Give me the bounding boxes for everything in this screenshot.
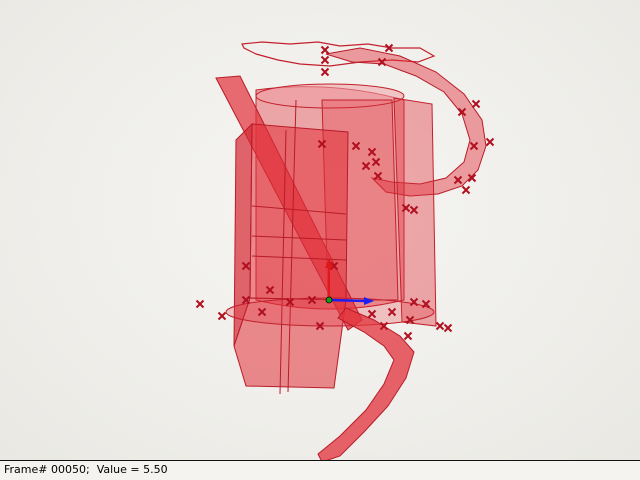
gizmo-x-axis[interactable] bbox=[328, 298, 367, 303]
control-point-marker[interactable] bbox=[307, 295, 317, 305]
control-point-marker[interactable] bbox=[384, 43, 394, 53]
control-point-marker[interactable] bbox=[241, 295, 251, 305]
control-point-marker[interactable] bbox=[285, 297, 295, 307]
control-point-marker[interactable] bbox=[405, 315, 415, 325]
control-point-marker[interactable] bbox=[317, 139, 327, 149]
rear-cylinder-top bbox=[255, 83, 405, 109]
vertical-edge bbox=[287, 99, 297, 393]
control-point-marker[interactable] bbox=[443, 323, 453, 333]
control-point-marker[interactable] bbox=[387, 307, 397, 317]
control-point-marker[interactable] bbox=[367, 147, 377, 157]
control-point-marker[interactable] bbox=[379, 321, 389, 331]
control-point-markers bbox=[195, 43, 495, 341]
frame-counter: Frame# 00050; bbox=[4, 463, 90, 476]
control-point-marker[interactable] bbox=[485, 137, 495, 147]
control-point-marker[interactable] bbox=[457, 107, 467, 117]
front-box-edge bbox=[251, 205, 347, 215]
transform-gizmo[interactable] bbox=[325, 258, 374, 305]
control-point-marker[interactable] bbox=[320, 67, 330, 77]
control-point-marker[interactable] bbox=[367, 309, 377, 319]
top-outline-curve bbox=[241, 41, 436, 67]
gizmo-x-arrow bbox=[364, 297, 374, 305]
control-point-marker[interactable] bbox=[469, 141, 479, 151]
lower-ribbon bbox=[317, 307, 415, 460]
control-point-marker[interactable] bbox=[329, 261, 339, 271]
control-point-marker[interactable] bbox=[435, 321, 445, 331]
back-ribbon-surface bbox=[325, 47, 487, 197]
control-point-marker[interactable] bbox=[315, 321, 325, 331]
control-point-marker[interactable] bbox=[471, 99, 481, 109]
control-point-marker[interactable] bbox=[241, 261, 251, 271]
control-point-marker[interactable] bbox=[351, 141, 361, 151]
control-point-marker[interactable] bbox=[195, 299, 205, 309]
control-point-marker[interactable] bbox=[257, 307, 267, 317]
gizmo-y-arrow bbox=[325, 258, 333, 268]
control-point-marker[interactable] bbox=[421, 299, 431, 309]
control-point-marker[interactable] bbox=[265, 285, 275, 295]
control-point-marker[interactable] bbox=[453, 175, 463, 185]
control-point-marker[interactable] bbox=[409, 205, 419, 215]
scene-canvas[interactable] bbox=[0, 0, 640, 460]
control-point-marker[interactable] bbox=[320, 45, 330, 55]
control-point-marker[interactable] bbox=[371, 157, 381, 167]
vertical-edge bbox=[279, 129, 287, 395]
control-point-marker[interactable] bbox=[377, 57, 387, 67]
3d-viewport[interactable] bbox=[0, 0, 640, 460]
status-bar: Frame# 00050; Value = 5.50 bbox=[0, 460, 640, 480]
gizmo-z-origin[interactable] bbox=[325, 296, 333, 304]
front-box-bottom bbox=[233, 297, 347, 389]
front-box-edge bbox=[251, 235, 347, 241]
front-box-edge bbox=[251, 255, 347, 261]
control-point-marker[interactable] bbox=[373, 171, 383, 181]
front-box-front bbox=[249, 123, 349, 301]
control-point-marker[interactable] bbox=[409, 297, 419, 307]
control-point-marker[interactable] bbox=[401, 203, 411, 213]
control-point-marker[interactable] bbox=[320, 55, 330, 65]
control-point-marker[interactable] bbox=[461, 185, 471, 195]
control-point-marker[interactable] bbox=[361, 161, 371, 171]
control-point-marker[interactable] bbox=[467, 173, 477, 183]
control-point-marker[interactable] bbox=[403, 331, 413, 341]
control-point-marker[interactable] bbox=[217, 311, 227, 321]
value-readout: Value = 5.50 bbox=[96, 463, 168, 476]
